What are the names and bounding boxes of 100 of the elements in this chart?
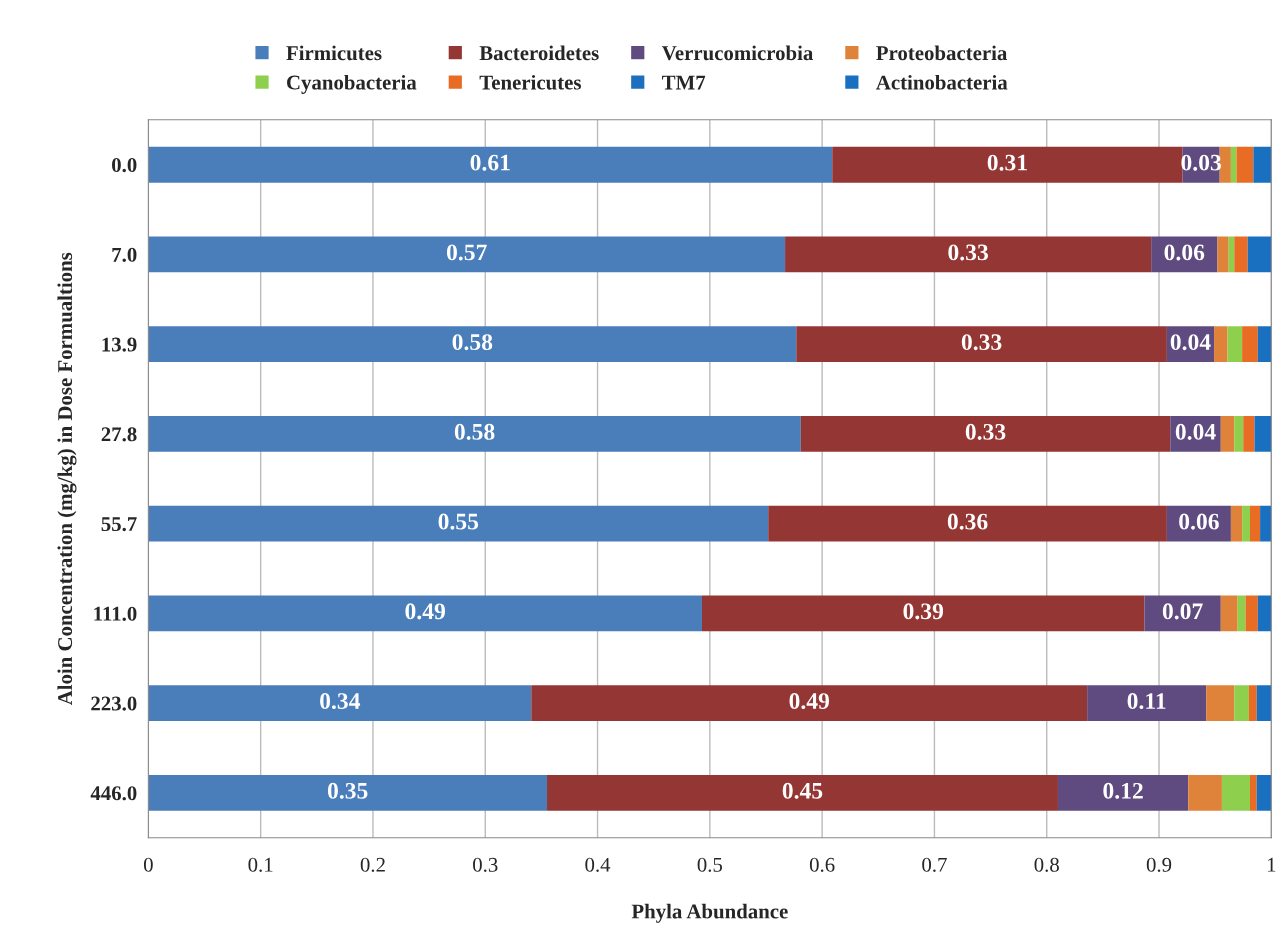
- x-tick-label: 1: [1267, 857, 1276, 872]
- bar: [1220, 415, 1235, 452]
- y-tick-label: 27.8: [101, 427, 137, 442]
- bar: [1242, 505, 1250, 542]
- data-label: 0.04: [1175, 423, 1216, 440]
- x-tick-label: 0.2: [360, 857, 385, 872]
- x-tick-label: 0: [143, 857, 153, 872]
- bar: [1219, 146, 1231, 183]
- bar: [1242, 326, 1258, 363]
- data-label: 0.45: [782, 782, 823, 799]
- bar: [1144, 595, 1221, 632]
- data-label: 0.06: [1179, 513, 1219, 530]
- bar: [1236, 146, 1254, 183]
- data-label: 0.57: [446, 244, 487, 261]
- bar: [1230, 505, 1243, 542]
- bar: [1057, 774, 1189, 811]
- x-tick-label: 0.1: [248, 857, 273, 872]
- bar: [1247, 236, 1272, 273]
- bar: [1230, 146, 1237, 183]
- y-tick-label: 7.0: [112, 247, 137, 262]
- bar: [531, 685, 1088, 722]
- legend-label: Proteobacteria: [876, 45, 1008, 61]
- x-tick-label: 0.6: [809, 857, 835, 872]
- bar: [148, 236, 786, 273]
- bar: [1234, 236, 1248, 273]
- bar: [1234, 685, 1249, 722]
- bar: [1245, 595, 1258, 632]
- bar: [1257, 595, 1272, 632]
- bar: [148, 505, 769, 542]
- data-label: 0.34: [320, 693, 361, 710]
- data-label: 0.07: [1162, 603, 1203, 620]
- data-label: 0.06: [1164, 244, 1205, 261]
- y-tick-label: 111.0: [94, 606, 137, 621]
- data-label: 0.11: [1127, 693, 1166, 710]
- data-label: 0.55: [438, 513, 479, 530]
- bar: [1248, 685, 1257, 722]
- data-label: 0.33: [961, 334, 1002, 351]
- y-tick-label: 55.7: [101, 517, 137, 532]
- data-label: 0.49: [789, 693, 830, 710]
- x-axis-title: Phyla Abundance: [631, 903, 788, 923]
- legend-label: Actinobacteria: [876, 74, 1008, 90]
- data-label: 0.49: [405, 603, 445, 620]
- x-tick-label: 0.5: [697, 857, 723, 872]
- x-tick-label: 0.7: [922, 857, 947, 872]
- bar: [148, 595, 702, 632]
- bar: [1221, 774, 1250, 811]
- legend-label: Verrucomicrobia: [661, 45, 814, 61]
- data-label: 0.04: [1170, 334, 1211, 351]
- bar: [1256, 774, 1272, 811]
- bar: [1249, 505, 1261, 542]
- bar: [1249, 774, 1257, 811]
- data-label: 0.35: [327, 782, 368, 799]
- bar: [547, 774, 1058, 811]
- bar: [1257, 326, 1272, 363]
- bar: [148, 774, 548, 811]
- bar: [1214, 326, 1228, 363]
- bar: [785, 236, 1152, 273]
- bar: [1260, 505, 1272, 542]
- data-label: 0.61: [470, 154, 510, 171]
- bar: [1217, 236, 1229, 273]
- data-label: 0.39: [903, 603, 944, 620]
- x-tick-label: 0.8: [1034, 857, 1059, 872]
- y-tick-label: 446.0: [90, 786, 137, 801]
- bar: [1254, 415, 1272, 452]
- bar: [1243, 415, 1255, 452]
- data-label: 0.12: [1103, 782, 1143, 799]
- legend-label: Cyanobacteria: [287, 74, 417, 94]
- bar: [148, 146, 833, 183]
- bar: [800, 415, 1171, 452]
- data-label: 0.33: [965, 423, 1006, 440]
- data-label: 0.31: [987, 154, 1027, 171]
- data-label: 0.58: [452, 334, 493, 351]
- y-axis-title: Aloin Concentration (mg/kg) in Dose Formualtions: [57, 252, 77, 706]
- bar: [148, 326, 797, 363]
- x-tick-label: 0.9: [1146, 857, 1172, 872]
- legend-label: Firmicutes: [286, 45, 382, 61]
- bar: [1253, 146, 1272, 183]
- bar: [1206, 685, 1235, 722]
- bar: [148, 685, 532, 722]
- bar: [768, 505, 1167, 542]
- y-tick-label: 13.9: [102, 337, 137, 352]
- x-tick-label: 0.3: [473, 857, 498, 872]
- bar: [1188, 774, 1222, 811]
- bar: [1256, 685, 1272, 722]
- y-tick-label: 223.0: [91, 696, 137, 711]
- y-tick-label: 0.0: [112, 158, 137, 173]
- bar: [1087, 685, 1207, 722]
- legend-label: TM7: [662, 75, 706, 90]
- x-tick-label: 0.4: [585, 857, 611, 872]
- bar: [1234, 415, 1244, 452]
- bar: [832, 146, 1183, 183]
- bar: [701, 595, 1145, 632]
- legend-label: Tenericutes: [479, 74, 581, 90]
- bar: [1220, 595, 1238, 632]
- data-label: 0.36: [947, 513, 988, 530]
- data-label: 0.33: [948, 244, 988, 261]
- bar: [796, 326, 1167, 363]
- legend-label: Bacteroidetes: [479, 45, 599, 61]
- data-label: 0.58: [454, 423, 495, 440]
- bar: [1227, 326, 1243, 363]
